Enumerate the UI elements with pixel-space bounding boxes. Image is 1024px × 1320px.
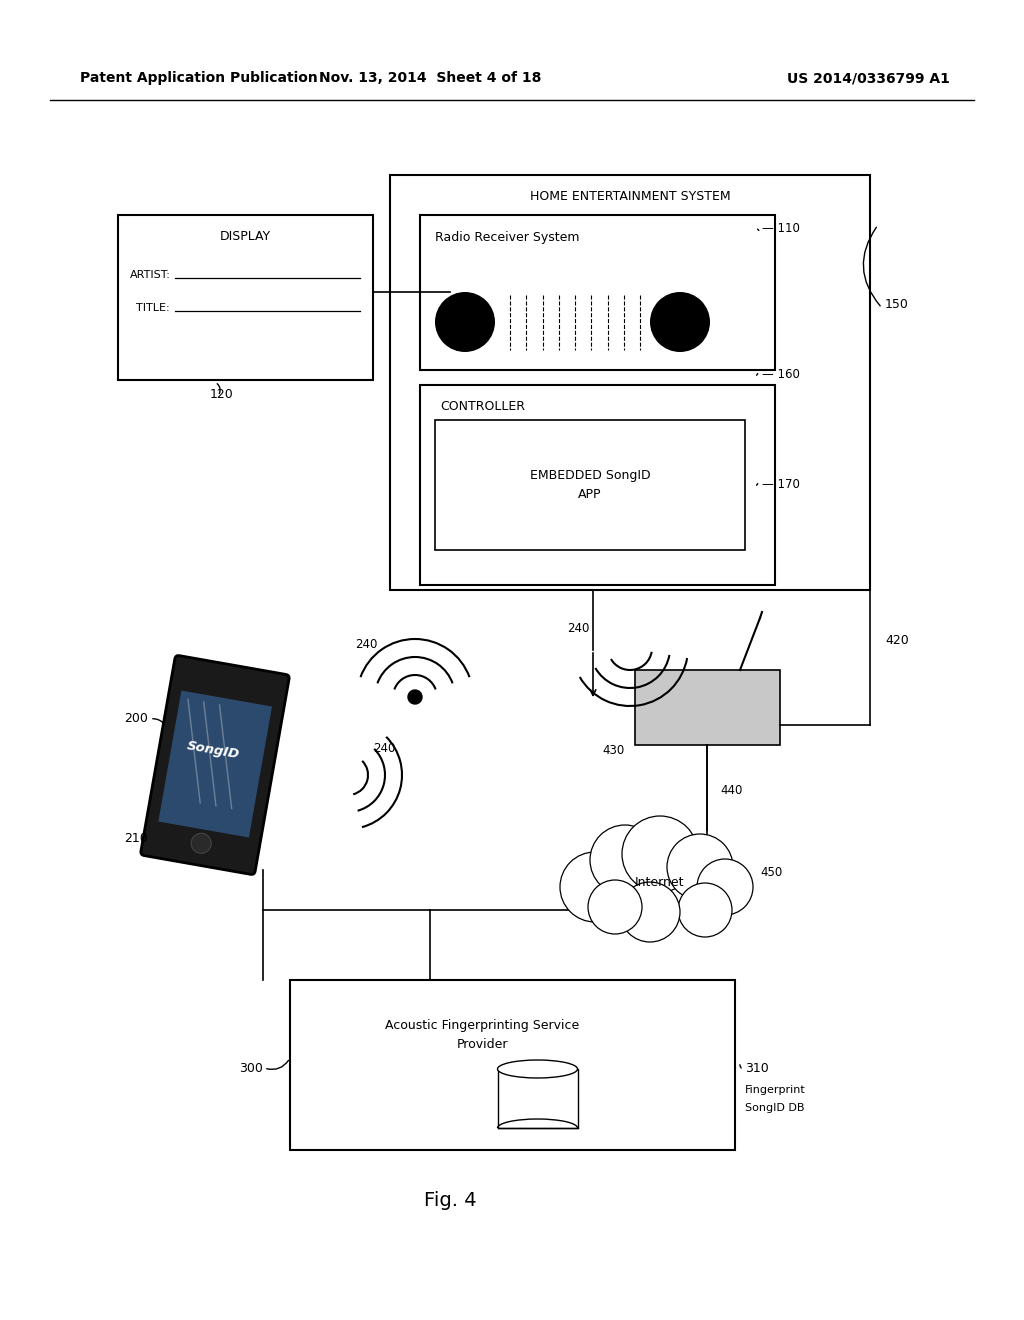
Circle shape [667,834,733,900]
Text: DISPLAY: DISPLAY [220,231,271,243]
Circle shape [590,825,660,895]
Text: US 2014/0336799 A1: US 2014/0336799 A1 [787,71,950,84]
Text: Radio Receiver System: Radio Receiver System [435,231,580,243]
Text: 310: 310 [745,1061,769,1074]
Text: SongID: SongID [185,739,241,762]
Text: Internet: Internet [635,875,685,888]
Text: 240: 240 [373,742,395,755]
Circle shape [622,816,698,892]
Text: 240: 240 [355,639,378,652]
Text: SongID DB: SongID DB [745,1104,805,1113]
Text: Fingerprint: Fingerprint [745,1085,806,1096]
Text: 210: 210 [124,832,148,845]
Text: 120: 120 [210,388,233,401]
Bar [390,176,870,590]
Circle shape [560,851,630,921]
Bar [498,1069,578,1129]
Circle shape [408,690,422,704]
Text: 240: 240 [567,622,590,635]
Bar [635,671,780,744]
Circle shape [650,292,710,352]
Text: TITLE:: TITLE: [136,304,170,313]
Text: 430: 430 [603,743,625,756]
Circle shape [678,883,732,937]
Text: Patent Application Publication: Patent Application Publication [80,71,317,84]
Bar [159,690,272,837]
Circle shape [435,292,495,352]
Circle shape [620,882,680,942]
Bar [118,215,373,380]
Text: 450: 450 [760,866,782,879]
Bar [290,979,735,1150]
Text: 300: 300 [240,1061,263,1074]
Text: EMBEDDED SongID
APP: EMBEDDED SongID APP [529,470,650,500]
Text: — 160: — 160 [762,368,800,381]
Text: ARTIST:: ARTIST: [130,271,171,280]
Text: 420: 420 [885,634,908,647]
Text: CONTROLLER: CONTROLLER [440,400,525,413]
Bar [420,215,775,370]
Bar [420,385,775,585]
Circle shape [588,880,642,935]
Text: Acoustic Fingerprinting Service
Provider: Acoustic Fingerprinting Service Provider [385,1019,580,1051]
Text: — 110: — 110 [762,222,800,235]
Circle shape [191,833,211,853]
Text: HOME ENTERTAINMENT SYSTEM: HOME ENTERTAINMENT SYSTEM [529,190,730,203]
Text: 200: 200 [124,711,148,725]
Text: — 170: — 170 [762,479,800,491]
Bar [435,420,745,550]
Ellipse shape [498,1060,578,1078]
Text: Nov. 13, 2014  Sheet 4 of 18: Nov. 13, 2014 Sheet 4 of 18 [318,71,542,84]
Circle shape [697,859,753,915]
Text: 440: 440 [720,784,742,796]
FancyBboxPatch shape [141,656,289,874]
Text: 150: 150 [885,298,909,312]
Text: Fig. 4: Fig. 4 [424,1191,476,1209]
